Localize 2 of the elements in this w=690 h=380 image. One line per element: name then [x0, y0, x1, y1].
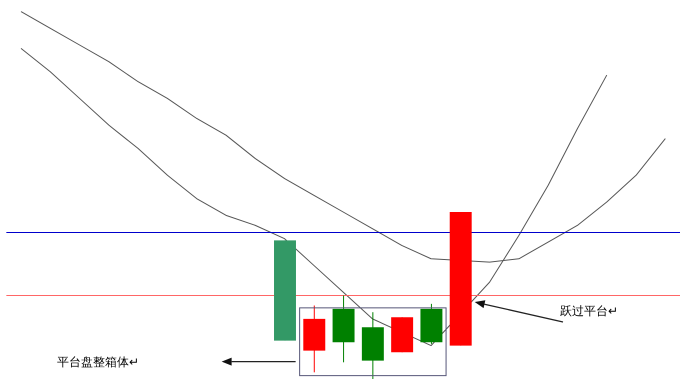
text: 平台盘整箱体↵ — [57, 354, 140, 371]
annotation: 跃过平台↵ — [560, 303, 618, 320]
